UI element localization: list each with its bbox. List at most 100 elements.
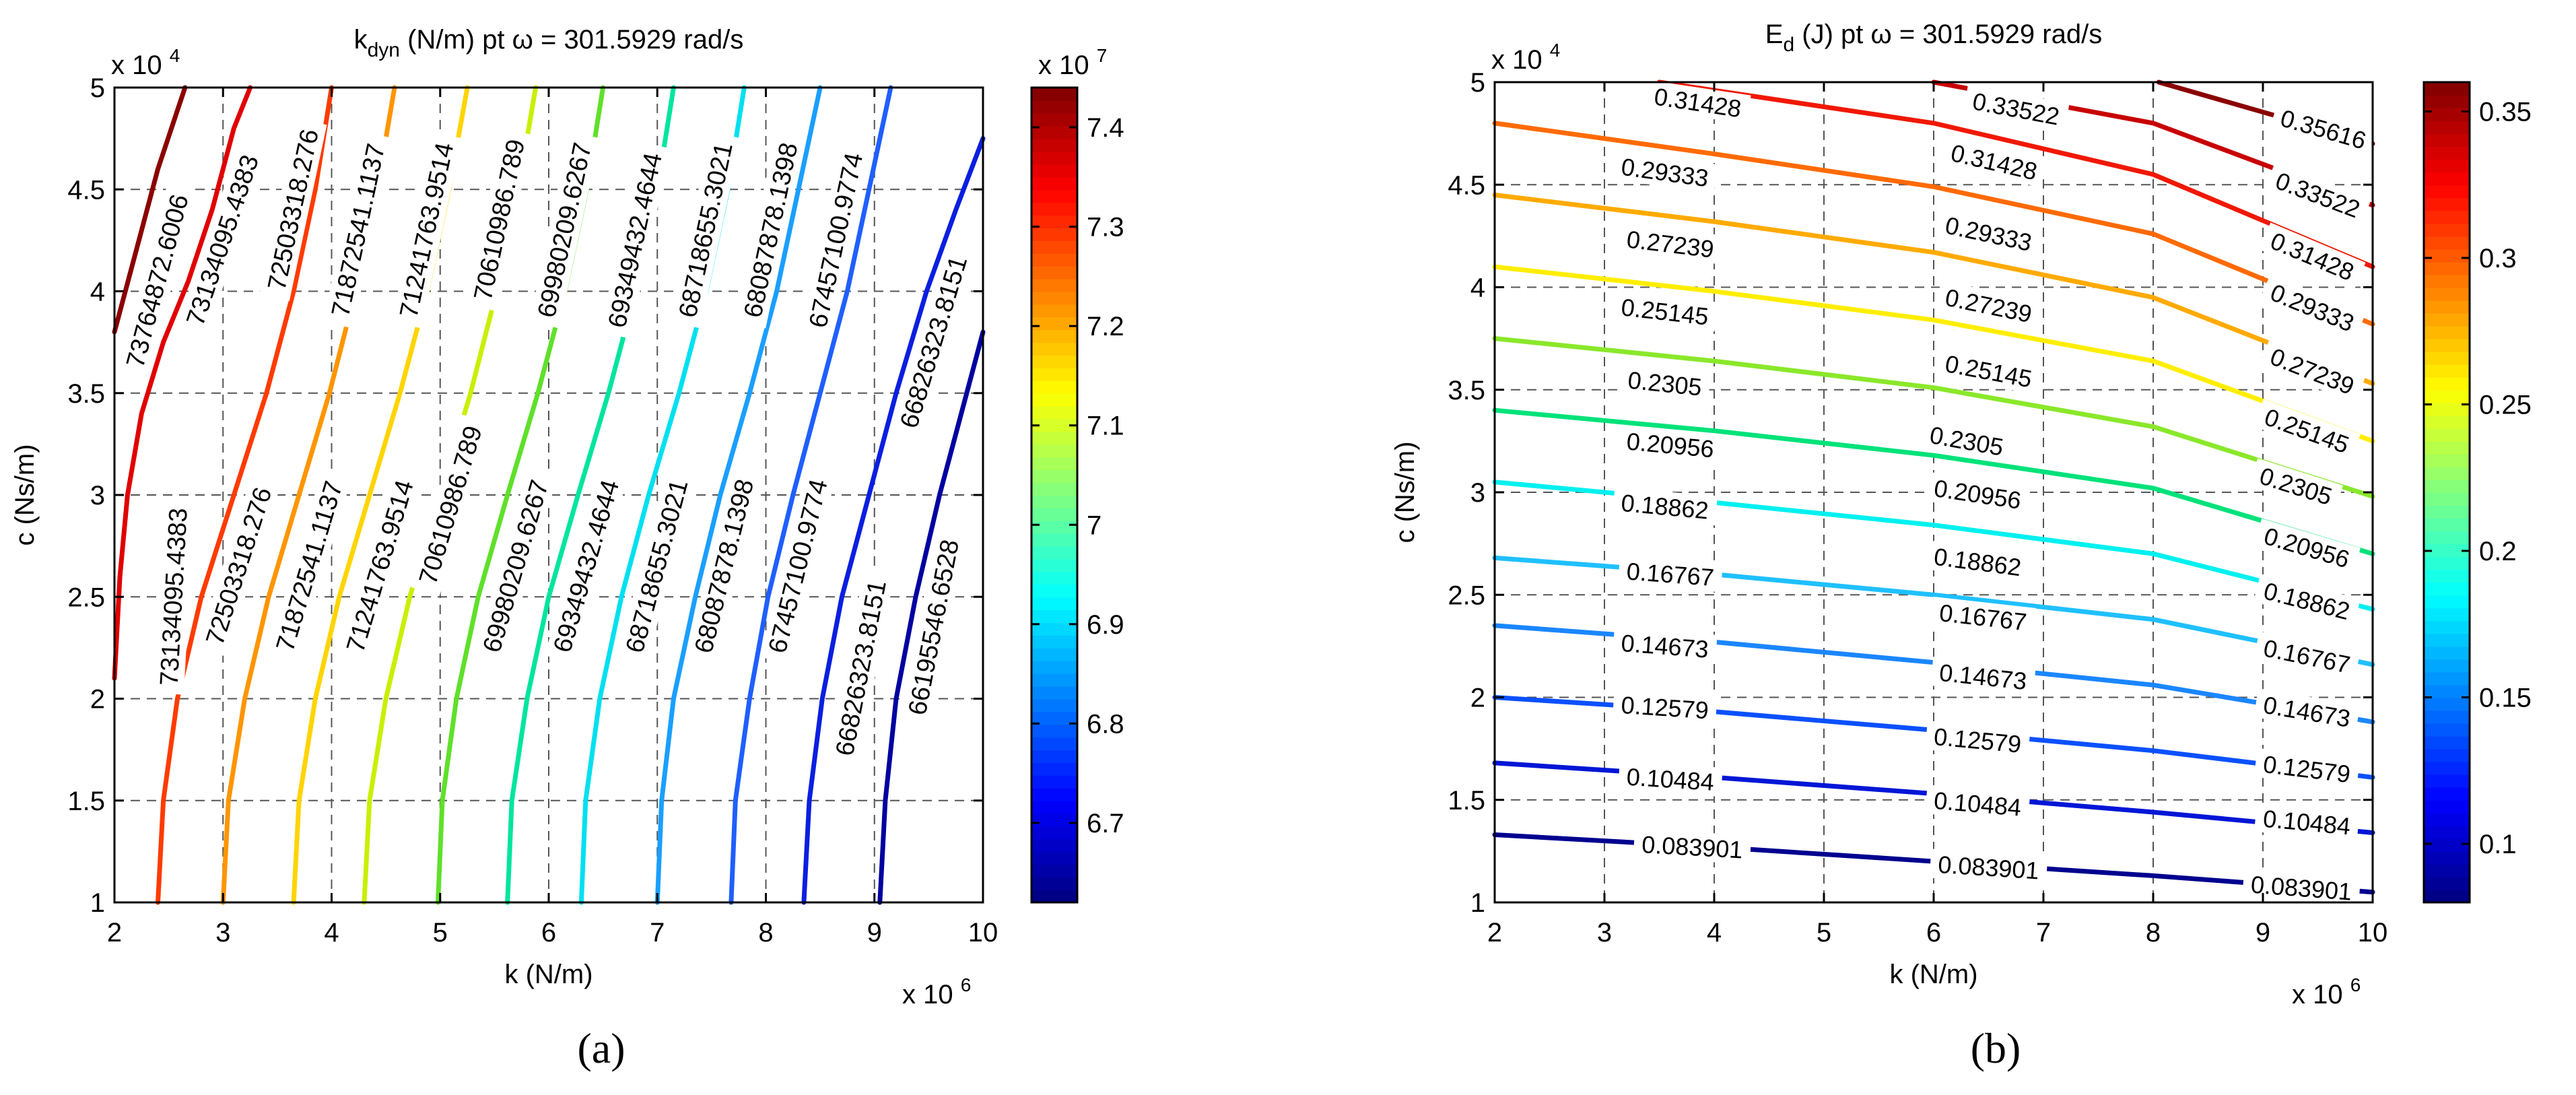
contour-label-bg xyxy=(2253,573,2361,628)
chart-title-rest: (N/m) pt ω = 301.5929 rad/s xyxy=(400,25,743,55)
colorbar-segment xyxy=(1031,520,1077,534)
colorbar-segment xyxy=(1031,88,1077,101)
colorbar-segment xyxy=(2424,838,2470,852)
contour-label-group: 0.10484 xyxy=(2254,802,2360,842)
colorbar-segment xyxy=(1031,164,1077,178)
colorbar-segment xyxy=(1031,291,1077,305)
contour-label-bg xyxy=(391,131,462,329)
contour-label-bg xyxy=(1619,364,1711,403)
contour-label-bg xyxy=(1929,849,2048,886)
colorbar-segment xyxy=(1031,227,1077,241)
colorbar-segment xyxy=(2424,531,2470,545)
colorbar-segment xyxy=(1031,138,1077,152)
contour-line xyxy=(654,85,823,905)
colorbar-segment xyxy=(2424,351,2470,365)
contour-label: 0.083901 xyxy=(1937,851,2039,885)
contour-label-bg xyxy=(337,468,423,664)
y-tick-label: 3 xyxy=(1470,478,1485,508)
colorbar-tick-label: 6.9 xyxy=(1087,610,1124,640)
colorbar-segment xyxy=(1031,125,1077,139)
colorbar-segment xyxy=(2424,325,2470,339)
contour-label-bg xyxy=(1617,223,1724,265)
y-tick-label: 3.5 xyxy=(1448,376,1485,405)
contour-label-group: 0.10484 xyxy=(1618,761,1723,797)
colorbar-segment xyxy=(2424,121,2470,135)
x-tick-label: 3 xyxy=(215,918,230,948)
colorbar-segment xyxy=(2424,825,2470,839)
colorbar-multiplier-exponent: 7 xyxy=(1097,45,1108,66)
contour-label-group: 0.2305 xyxy=(1619,364,1711,403)
contour-label-bg xyxy=(1925,785,2031,823)
contour-label-bg xyxy=(465,128,533,311)
contour-label-bg xyxy=(1963,84,2070,133)
colorbar-segment xyxy=(2424,376,2470,391)
colorbar-segment xyxy=(2424,389,2470,403)
y-axis-multiplier-exponent: 4 xyxy=(170,45,180,66)
panel-label-b: (b) xyxy=(1970,1024,2021,1072)
contour-label-bg xyxy=(735,131,807,329)
colorbar-segment xyxy=(2424,620,2470,634)
colorbar-segment xyxy=(1031,265,1077,279)
colorbar-segment xyxy=(1031,673,1077,687)
contour-label-bg xyxy=(153,498,195,695)
colorbar-tick-label: 7.4 xyxy=(1087,113,1124,143)
contour-line xyxy=(1492,407,2375,556)
contour-line xyxy=(112,85,188,335)
x-axis-multiplier: x 10 6 xyxy=(2292,974,2361,1009)
contour-label-bg xyxy=(891,244,976,440)
colorbar-segment xyxy=(1031,355,1077,368)
colorbar-segment xyxy=(1031,431,1077,445)
contour-label: 0.12579 xyxy=(1620,691,1709,724)
contour-label-group: 0.083901 xyxy=(1633,828,1752,865)
contour-label-bg xyxy=(267,468,352,664)
contour-label-group: 0.083901 xyxy=(1929,849,2048,886)
colorbar-segment xyxy=(1031,737,1077,751)
contour-label-bg xyxy=(197,475,281,657)
y-axis-multiplier-exponent: 4 xyxy=(1550,40,1561,61)
colorbar-segment xyxy=(1031,189,1077,203)
colorbar-segment xyxy=(2424,402,2470,416)
colorbar-segment xyxy=(2424,159,2470,173)
colorbar-segment xyxy=(2424,556,2470,570)
x-tick-label: 8 xyxy=(758,918,773,948)
colorbar-segment xyxy=(2424,812,2470,826)
colorbar-segment xyxy=(2424,146,2470,160)
colorbar-segment xyxy=(2424,300,2470,314)
contour-label-bg xyxy=(1644,80,1751,125)
colorbar-tick-label: 0.25 xyxy=(2479,391,2532,420)
chart-b: 0.0839010.0839010.0839010.104840.104840.… xyxy=(1390,20,2532,1009)
contour-label-bg xyxy=(1924,471,2031,516)
contour-label-group: 0.12579 xyxy=(1925,721,2031,760)
colorbar-segment xyxy=(1031,469,1077,484)
colorbar-segment xyxy=(2424,453,2470,467)
colorbar-segment xyxy=(2424,774,2470,788)
colorbar-segment xyxy=(1031,151,1077,165)
colorbar-segment xyxy=(2424,876,2470,890)
contour-label-bg xyxy=(1618,761,1723,797)
colorbar-segment xyxy=(2424,659,2470,673)
colorbar-segment xyxy=(1031,571,1077,585)
y-tick-label: 4 xyxy=(90,277,105,307)
colorbar-segment xyxy=(1031,877,1077,891)
colorbar-segment xyxy=(2424,518,2470,532)
colorbar-segment xyxy=(2424,646,2470,660)
colorbar-segment xyxy=(1031,253,1077,267)
colorbar-segment xyxy=(1031,482,1077,496)
contour-label-group: 0.16767 xyxy=(1930,596,2036,637)
colorbar-segment xyxy=(2424,633,2470,647)
y-tick-label: 3 xyxy=(90,481,105,510)
contour-label-bg xyxy=(2259,338,2366,403)
colorbar-segment xyxy=(1031,304,1077,318)
colorbar-segment xyxy=(2424,543,2470,558)
colorbar-segment xyxy=(2424,236,2470,250)
y-tick-label: 1.5 xyxy=(67,787,105,816)
chart-title: kdyn (N/m) pt ω = 301.5929 rad/s xyxy=(354,25,744,61)
colorbar-segment xyxy=(2424,569,2470,583)
colorbar-segment xyxy=(2424,185,2470,199)
contour-label-bg xyxy=(801,141,871,339)
contour-label-bg xyxy=(177,143,268,337)
colorbar-segment xyxy=(1031,380,1077,394)
colorbar-segment xyxy=(1031,851,1077,865)
contour-label-bg xyxy=(1920,418,2014,463)
contour-label-bg xyxy=(1930,596,2036,637)
